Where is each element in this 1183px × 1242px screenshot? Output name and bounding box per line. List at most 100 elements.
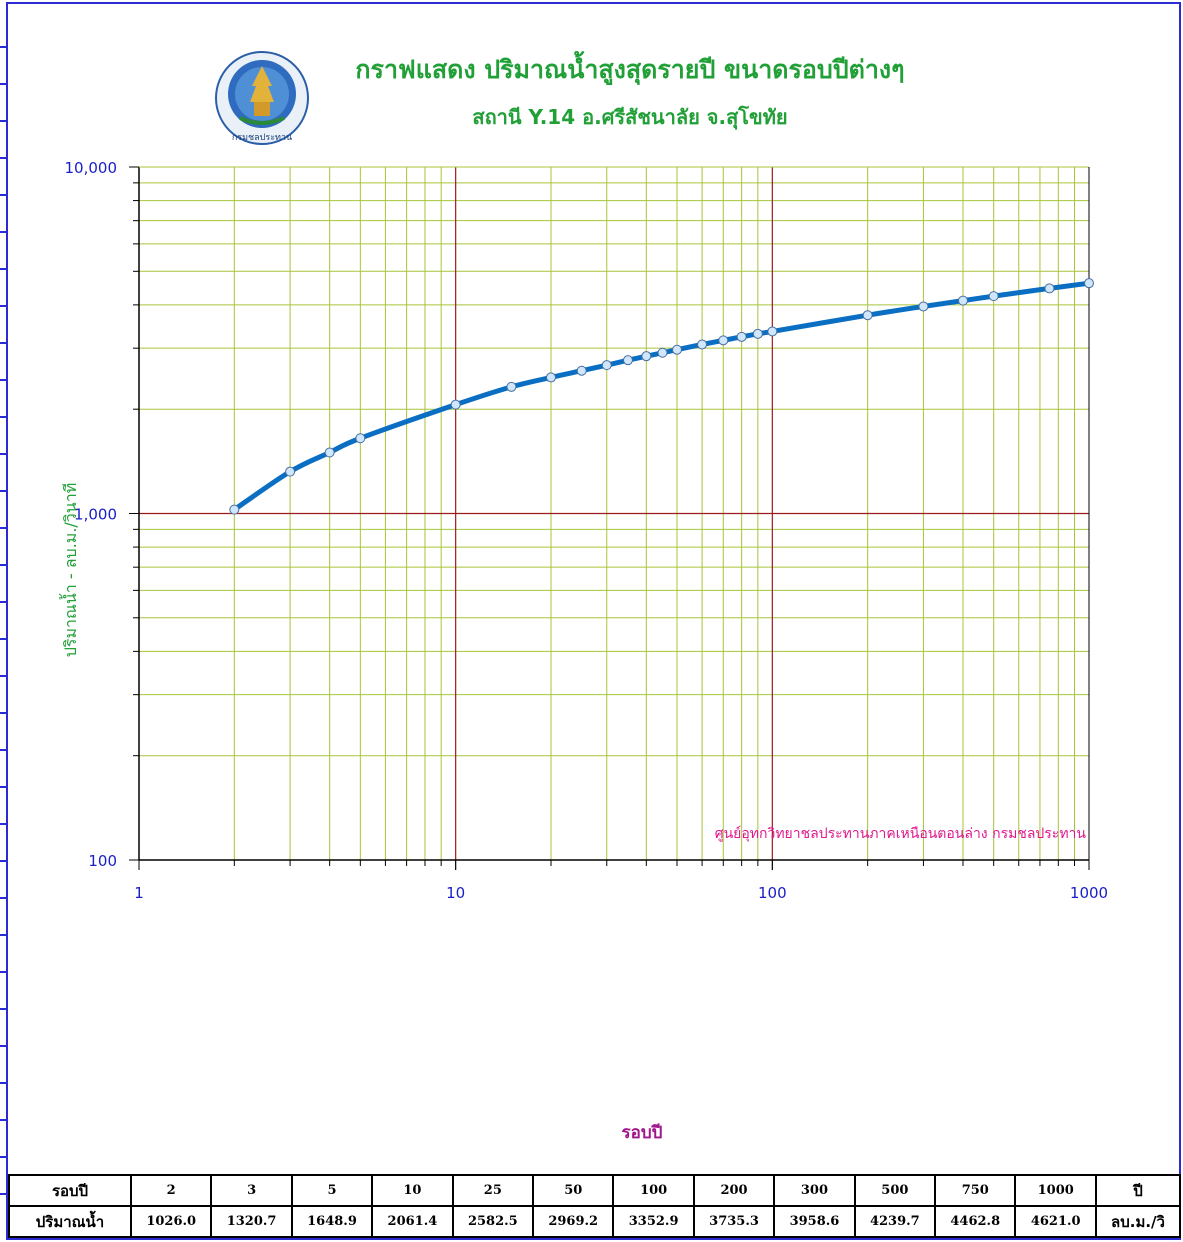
data-point <box>736 331 747 342</box>
department-logo: กรมชลประทาน <box>215 51 309 145</box>
edge-tick <box>0 564 6 566</box>
edge-tick <box>0 342 6 344</box>
edge-tick <box>0 490 6 492</box>
data-point <box>752 328 763 339</box>
table-cell: 5 <box>290 1174 374 1207</box>
table-cell: 200 <box>692 1174 776 1207</box>
data-point <box>918 301 929 312</box>
edge-tick <box>0 527 6 529</box>
table-cell: 4239.7 <box>853 1205 937 1238</box>
edge-tick <box>0 1082 6 1084</box>
table-cell: 500 <box>853 1174 937 1207</box>
data-point <box>641 351 652 362</box>
data-point <box>324 447 335 458</box>
summary-table: รอบปี 2 3 5 10 25 50 100 200 300 500 750 1000 ปี ปริมา… <box>8 1174 1181 1238</box>
table-cell: 2969.2 <box>532 1205 615 1238</box>
table-cell: 3 <box>210 1174 293 1207</box>
x-tick-label: 1000 <box>1070 884 1108 902</box>
data-point <box>957 295 968 306</box>
edge-tick <box>0 157 6 159</box>
table-cell: 2582.5 <box>451 1205 535 1238</box>
x-tick-label: 100 <box>758 884 787 902</box>
data-point <box>767 326 778 337</box>
left-edge-ticks <box>0 0 6 1242</box>
table-cell: 1026.0 <box>129 1205 213 1238</box>
edge-tick <box>0 1156 6 1158</box>
data-point <box>285 466 296 477</box>
data-point <box>862 310 873 321</box>
x-axis-label: รอบปี <box>622 1122 663 1143</box>
table-cell: 300 <box>773 1174 856 1207</box>
edge-tick <box>0 601 6 603</box>
edge-tick <box>0 1045 6 1047</box>
table-cell: 3958.6 <box>773 1205 856 1238</box>
chart-title: กราฟแสดง ปริมาณน้ำสูงสุดรายปี ขนาดรอบปีต… <box>355 55 905 84</box>
edge-tick <box>0 416 6 418</box>
data-point <box>545 372 556 383</box>
logo-text: กรมชลประทาน <box>232 133 292 143</box>
edge-tick <box>0 1193 6 1195</box>
data-point <box>988 291 999 302</box>
data-point <box>1084 278 1094 289</box>
data-point <box>657 347 668 358</box>
row-label: รอบปี <box>8 1174 132 1207</box>
data-point <box>1044 283 1055 294</box>
table-cell: 10 <box>371 1174 454 1207</box>
table-cell: 750 <box>934 1174 1017 1207</box>
data-point <box>229 504 240 515</box>
table-cell: 3352.9 <box>612 1205 695 1238</box>
edge-tick <box>0 675 6 677</box>
edge-tick <box>0 453 6 455</box>
row-unit: ปี <box>1095 1174 1181 1207</box>
data-point <box>672 344 683 355</box>
data-point <box>506 381 517 392</box>
table-cell: 2061.4 <box>371 1205 454 1238</box>
edge-tick <box>0 120 6 122</box>
edge-tick <box>0 712 6 714</box>
data-point <box>622 355 633 366</box>
edge-tick <box>0 897 6 899</box>
table-row: รอบปี 2 3 5 10 25 50 100 200 300 500 750 1000 ปี <box>8 1174 1181 1207</box>
table-cell: 4621.0 <box>1014 1205 1097 1238</box>
edge-tick <box>0 786 6 788</box>
table-cell: 1000 <box>1014 1174 1097 1207</box>
edge-tick <box>0 379 6 381</box>
table-cell: 1648.9 <box>290 1205 374 1238</box>
edge-tick <box>0 1119 6 1121</box>
y-tick-label: 1,000 <box>74 506 117 524</box>
table-cell: 50 <box>532 1174 615 1207</box>
source-annotation: ศูนย์อุทกวิทยาชลประทานภาคเหนือนตอนล่าง ก… <box>715 825 1087 842</box>
edge-tick <box>0 934 6 936</box>
table-cell: 1320.7 <box>210 1205 293 1238</box>
table-cell: 25 <box>451 1174 535 1207</box>
edge-tick <box>0 231 6 233</box>
table-cell: 3735.3 <box>692 1205 776 1238</box>
edge-tick <box>0 749 6 751</box>
chart-tick-labels: 100 1,000 10,000 1 10 100 1000 <box>65 159 1109 902</box>
edge-tick <box>0 268 6 270</box>
data-point <box>355 433 366 444</box>
data-point <box>450 399 461 410</box>
edge-tick <box>0 971 6 973</box>
chart-grid <box>139 167 1089 860</box>
x-tick-label: 10 <box>446 884 465 902</box>
row-unit: ลบ.ม./วิ <box>1095 1205 1181 1238</box>
data-point <box>697 339 708 350</box>
x-tick-label: 1 <box>134 884 144 902</box>
edge-tick <box>0 83 6 85</box>
table-row: ปริมาณน้ำ 1026.0 1320.7 1648.9 2061.4 2582.5 2… <box>8 1205 1181 1238</box>
y-tick-label: 100 <box>88 852 117 870</box>
edge-tick <box>0 1008 6 1010</box>
data-point <box>601 360 612 371</box>
table-cell: 100 <box>612 1174 695 1207</box>
data-point <box>718 335 729 346</box>
y-tick-label: 10,000 <box>65 159 118 177</box>
data-point <box>576 365 587 376</box>
return-period-chart: 100 1,000 10,000 1 10 100 1000 รอบปี ปริมาณน้ำ… <box>59 159 1109 1143</box>
outer-frame <box>6 2 1181 1240</box>
edge-tick <box>0 194 6 196</box>
edge-tick <box>0 305 6 307</box>
chart-subtitle: สถานี Y.14 อ.ศรีสัชนาลัย จ.สุโขทัย <box>472 105 788 129</box>
edge-tick <box>0 638 6 640</box>
table-cell: 4462.8 <box>934 1205 1017 1238</box>
